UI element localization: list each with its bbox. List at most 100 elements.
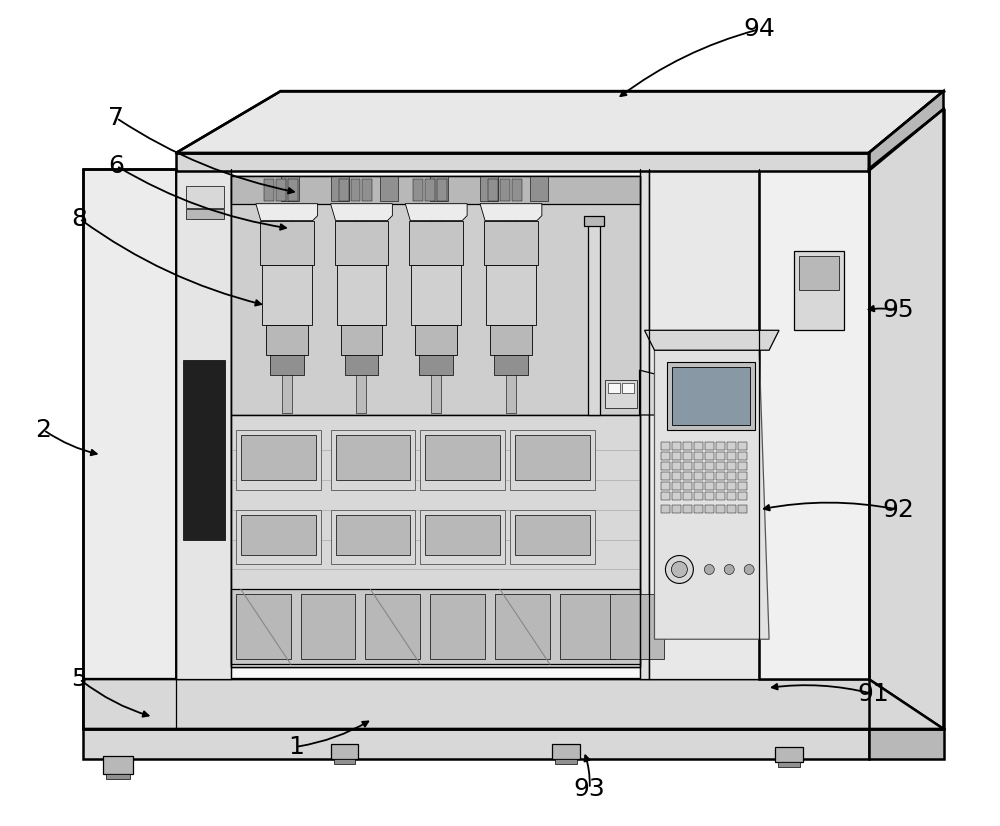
Bar (425, 435, 500, 480)
Bar (494, 355, 528, 375)
Bar (705, 505, 714, 513)
Text: 8: 8 (71, 206, 87, 230)
Circle shape (704, 564, 714, 574)
Polygon shape (83, 729, 869, 759)
Bar (694, 452, 703, 460)
Bar (500, 178, 510, 201)
Bar (672, 491, 681, 500)
Bar (716, 472, 725, 480)
Polygon shape (231, 176, 640, 667)
Text: 91: 91 (858, 682, 890, 706)
Bar (301, 595, 355, 659)
Polygon shape (420, 430, 505, 490)
Bar (716, 452, 725, 460)
Bar (488, 178, 498, 201)
Text: 6: 6 (108, 154, 124, 178)
Bar (413, 178, 423, 201)
Text: 92: 92 (883, 498, 915, 522)
Bar (661, 472, 670, 480)
Bar (106, 774, 130, 779)
Polygon shape (759, 169, 869, 679)
Bar (705, 472, 714, 480)
Bar (415, 325, 457, 355)
Bar (608, 383, 620, 393)
Bar (683, 442, 692, 450)
Bar (672, 442, 681, 450)
Polygon shape (83, 679, 944, 729)
Bar (716, 442, 725, 450)
Bar (103, 756, 133, 774)
Bar (555, 759, 577, 764)
Bar (672, 452, 681, 460)
Bar (241, 515, 316, 554)
Bar (705, 452, 714, 460)
Polygon shape (649, 169, 869, 679)
Bar (425, 178, 435, 201)
Bar (716, 482, 725, 490)
Text: 2: 2 (36, 418, 52, 442)
Bar (282, 204, 292, 413)
Bar (672, 472, 681, 480)
Bar (683, 472, 692, 480)
Bar (661, 462, 670, 470)
Bar (727, 491, 736, 500)
Bar (331, 744, 358, 759)
Bar (738, 491, 747, 500)
Bar (605, 380, 637, 408)
Bar (341, 325, 382, 355)
Bar (794, 250, 844, 330)
Bar (799, 255, 839, 291)
Bar (775, 747, 803, 762)
Bar (270, 355, 304, 375)
Bar (672, 462, 681, 470)
Bar (727, 462, 736, 470)
Polygon shape (480, 204, 542, 221)
Bar (738, 482, 747, 490)
Bar (334, 759, 355, 764)
Bar (716, 491, 725, 500)
Bar (778, 762, 800, 767)
Bar (512, 178, 522, 201)
Bar (431, 204, 441, 413)
Bar (560, 595, 615, 659)
Bar (336, 435, 410, 480)
Polygon shape (236, 510, 321, 564)
Polygon shape (649, 169, 759, 679)
Bar (419, 355, 453, 375)
Bar (380, 176, 398, 201)
Bar (610, 595, 664, 659)
Bar (266, 325, 308, 355)
Bar (705, 482, 714, 490)
Bar (727, 452, 736, 460)
Bar (362, 178, 372, 201)
Bar (584, 216, 604, 225)
Polygon shape (645, 330, 779, 350)
Bar (490, 325, 532, 355)
Bar (262, 265, 312, 325)
Polygon shape (640, 370, 679, 415)
Text: 94: 94 (743, 17, 775, 41)
Polygon shape (231, 176, 640, 415)
Bar (727, 472, 736, 480)
Bar (437, 178, 447, 201)
Bar (705, 491, 714, 500)
Bar (484, 221, 538, 265)
Text: 95: 95 (883, 298, 914, 322)
Bar (667, 362, 755, 430)
Polygon shape (510, 430, 595, 490)
Bar (694, 442, 703, 450)
Bar (672, 367, 750, 425)
Bar (552, 744, 580, 759)
Bar (339, 178, 349, 201)
Bar (345, 355, 378, 375)
Polygon shape (176, 153, 869, 171)
Bar (186, 186, 224, 207)
Bar (480, 176, 498, 201)
Circle shape (724, 564, 734, 574)
Bar (486, 265, 536, 325)
Bar (276, 178, 286, 201)
Bar (694, 505, 703, 513)
Bar (694, 482, 703, 490)
Bar (260, 221, 314, 265)
Bar (661, 505, 670, 513)
